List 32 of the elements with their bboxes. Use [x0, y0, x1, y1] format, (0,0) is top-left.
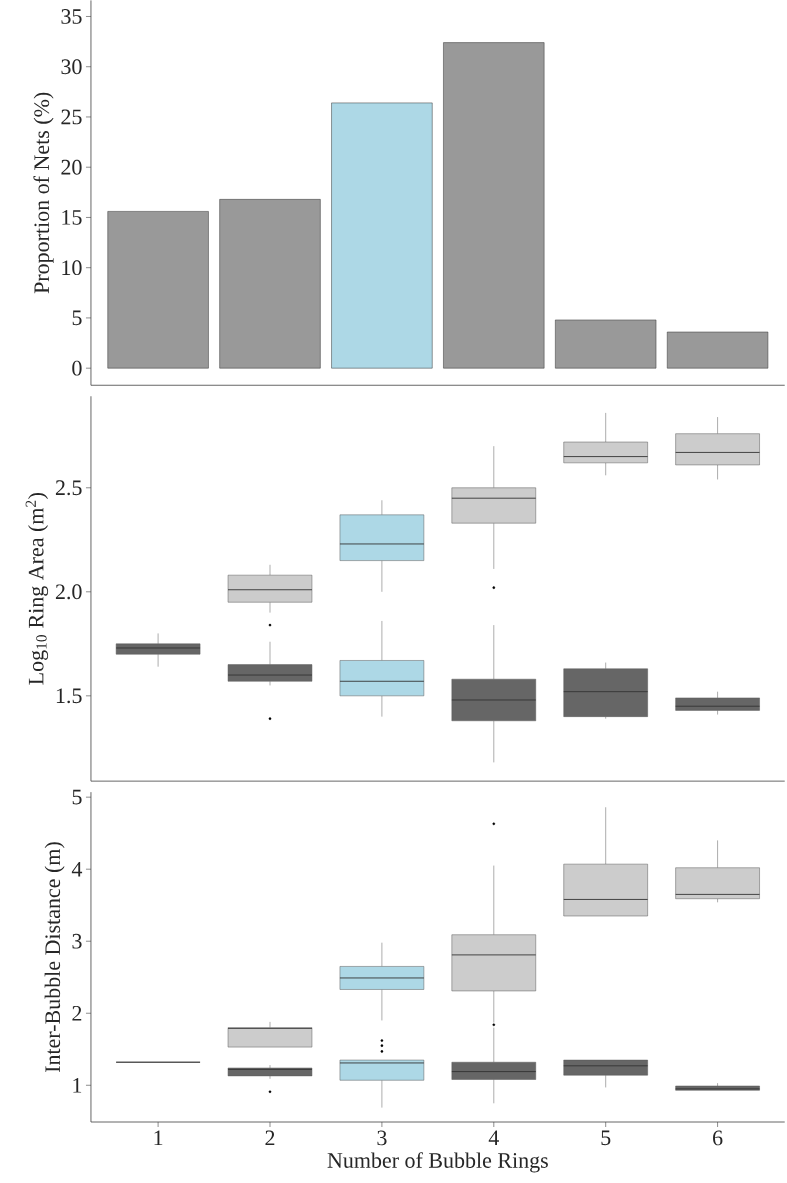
y-tick-label: 2.5	[56, 480, 82, 496]
y-axis-title: Log$_{10}$ Ring Area (m$^{2}$)	[25, 493, 49, 685]
y-tick-label: 1.5	[57, 688, 82, 704]
bar	[219, 199, 321, 369]
bar	[555, 319, 657, 369]
x-tick-label: 1	[154, 1130, 163, 1146]
y-tick-label: 5	[72, 310, 82, 326]
x-tick-label: 4	[488, 1130, 500, 1146]
y-tick-label: 2.0	[56, 584, 82, 600]
x-tick-label: 2	[265, 1130, 275, 1146]
y-tick-label: 30	[61, 59, 82, 75]
bar	[443, 42, 545, 369]
y-tick-label: 25	[61, 109, 82, 125]
y-tick-label: 2	[72, 1005, 82, 1021]
y-tick-label: 10	[62, 260, 82, 276]
y-tick-label: 3	[72, 933, 82, 949]
y-axis-title: Inter-Bubble Distance (m)	[44, 842, 65, 1073]
y-tick-label: 35	[61, 9, 82, 24]
bar	[667, 331, 769, 369]
bar	[331, 102, 433, 369]
x-tick-label: 6	[713, 1130, 723, 1146]
y-tick-label: 0	[72, 360, 82, 376]
x-tick-label: 5	[601, 1130, 611, 1146]
y-tick-label: 15	[62, 210, 82, 225]
y-tick-label: 5	[72, 789, 82, 805]
y-tick-label: 20	[61, 159, 82, 175]
y-tick-label: 4	[72, 861, 83, 877]
bar	[107, 211, 209, 369]
x-tick-label: 3	[377, 1130, 387, 1146]
y-axis-title: Proportion of Nets (%)	[33, 92, 54, 294]
x-axis-title: Number of Bubble Rings	[327, 1152, 549, 1173]
y-tick-label: 1	[73, 1078, 82, 1093]
